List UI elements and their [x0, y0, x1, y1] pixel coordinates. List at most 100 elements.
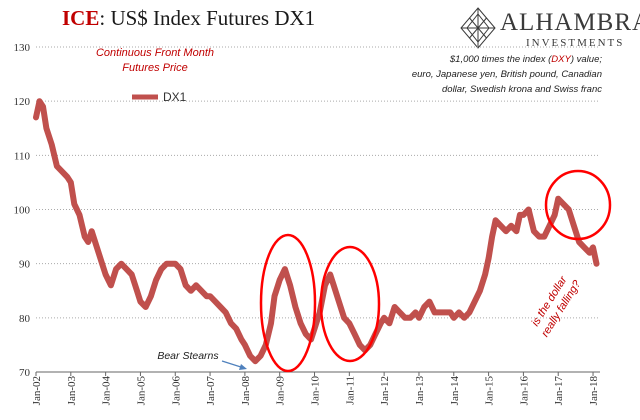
- x-tick-label: Jan-18: [588, 376, 600, 406]
- dx1-data-point: [193, 282, 199, 288]
- title-rest: : US$ Index Futures DX1: [99, 6, 316, 30]
- dx1-data-point: [188, 288, 194, 294]
- dx1-data-point: [416, 315, 422, 321]
- diamond-logo-icon: [460, 7, 496, 49]
- dx1-data-point: [148, 293, 154, 299]
- dx1-data-point: [103, 272, 109, 277]
- y-tick-label: 110: [14, 150, 31, 162]
- dx1-data-point: [407, 315, 413, 321]
- y-axis-ticks: 70 80 90 100 110 120 130: [14, 42, 31, 379]
- dx1-data-point: [85, 239, 91, 245]
- dx1-data-point: [336, 299, 342, 305]
- dx1-data-point: [59, 169, 65, 175]
- dx1-data-point: [169, 261, 175, 267]
- dx1-data-point: [482, 272, 488, 277]
- dx1-data-point: [517, 212, 523, 218]
- dx1-data-point: [576, 239, 582, 245]
- dx1-data-point: [178, 266, 183, 272]
- series-description-line1: Continuous Front Month: [96, 47, 214, 59]
- dx1-data-point: [432, 309, 438, 315]
- x-tick-label: Jan-13: [414, 376, 426, 406]
- dx1-data-point: [64, 174, 70, 180]
- dx1-data-point: [331, 282, 337, 288]
- dx1-data-point: [352, 331, 358, 337]
- question-annotation: is the dollar really falling?: [529, 273, 583, 339]
- desc-line1-a: $1,000 times the index (: [449, 54, 552, 65]
- dx1-data-point: [49, 142, 55, 147]
- dx1-data-point: [172, 261, 178, 267]
- dx1-data-point: [272, 293, 277, 299]
- dx1-data-point: [552, 212, 558, 218]
- dx1-data-point: [378, 320, 384, 326]
- dx1-data-point: [134, 288, 140, 294]
- dx1-data-point: [54, 163, 60, 169]
- series-description-line2: Futures Price: [122, 62, 187, 74]
- dx1-data-point: [426, 299, 432, 305]
- dx1-data-point: [287, 282, 293, 288]
- dx1-data-point: [137, 299, 143, 305]
- grid-lines: [36, 46, 600, 319]
- dx1-data-point: [68, 179, 74, 185]
- x-tick-label: Jan-04: [101, 376, 113, 406]
- dx1-data-point: [99, 261, 105, 267]
- dx1-data-point: [164, 261, 170, 267]
- dx1-data-point: [520, 212, 526, 218]
- x-tick-label: Jan-15: [484, 376, 496, 406]
- dx1-data-point: [143, 304, 149, 310]
- chart-title: ICE: US$ Index Futures DX1: [62, 6, 315, 31]
- dx1-data-point: [456, 309, 462, 315]
- dx1-data-point: [566, 207, 572, 212]
- dx1-data-point: [298, 320, 304, 326]
- dx1-data-point: [392, 304, 398, 310]
- x-tick-label: Jan-12: [379, 376, 391, 405]
- dx1-data-point: [503, 228, 509, 234]
- highlight-ellipse-2009: [259, 233, 317, 373]
- dx1-data-point: [560, 201, 566, 207]
- dx1-data-point: [587, 250, 593, 256]
- dx1-data-point: [447, 309, 453, 315]
- x-tick-label: Jan-03: [66, 376, 78, 406]
- dx1-data-point: [581, 244, 587, 250]
- dx1-data-point: [421, 304, 427, 310]
- x-tick-label: Jan-10: [310, 376, 322, 406]
- desc-line1-dxy: DXY: [551, 54, 571, 65]
- dx1-data-point: [207, 293, 213, 299]
- dx1-data-point: [513, 228, 519, 234]
- x-tick-label: Jan-06: [170, 376, 182, 406]
- legend-label: DX1: [163, 90, 187, 104]
- dx1-data-point: [153, 277, 159, 283]
- dx1-data-point: [555, 196, 561, 202]
- dx1-data-point: [77, 212, 82, 218]
- x-tick-label: Jan-09: [275, 376, 287, 406]
- dx1-data-point: [386, 320, 392, 326]
- y-tick-label: 130: [14, 42, 31, 54]
- dx1-data-point: [43, 125, 49, 131]
- y-tick-label: 120: [14, 96, 31, 108]
- y-tick-label: 80: [19, 313, 31, 325]
- dx1-data-point: [472, 299, 478, 305]
- dx1-data-point: [89, 228, 95, 234]
- dx1-data-point: [451, 315, 457, 321]
- dx1-data-point: [397, 309, 403, 315]
- highlight-ellipse-2017: [544, 169, 612, 241]
- dx1-data-point: [486, 255, 492, 261]
- dx1-data-point: [381, 315, 387, 321]
- x-tick-label: Jan-11: [344, 376, 356, 405]
- dx1-data-point: [33, 114, 39, 120]
- dx1-data-point: [282, 266, 288, 272]
- x-tick-label: Jan-02: [31, 376, 43, 405]
- dx1-data-point: [594, 261, 599, 267]
- dx1-data-point: [113, 266, 119, 272]
- highlight-ellipse-2011: [319, 245, 381, 363]
- x-axis-ticks: Jan-02 Jan-03 Jan-04 Jan-05 Jan-06 Jan-07 Jan-…: [31, 372, 600, 405]
- dx1-data-point: [277, 277, 283, 283]
- dx1-data-point: [212, 299, 218, 305]
- dx1-data-point: [158, 266, 164, 272]
- dx1-data-point: [252, 358, 258, 364]
- dx1-data-point: [108, 282, 114, 288]
- index-description-line1: $1,000 times the index (DXY) value;: [449, 54, 602, 65]
- dx1-data-point: [493, 217, 499, 223]
- dx1-data-point: [118, 261, 124, 267]
- dx1-data-point: [124, 266, 129, 272]
- index-description-line3: dollar, Swedish krona and Swiss franc: [442, 84, 602, 95]
